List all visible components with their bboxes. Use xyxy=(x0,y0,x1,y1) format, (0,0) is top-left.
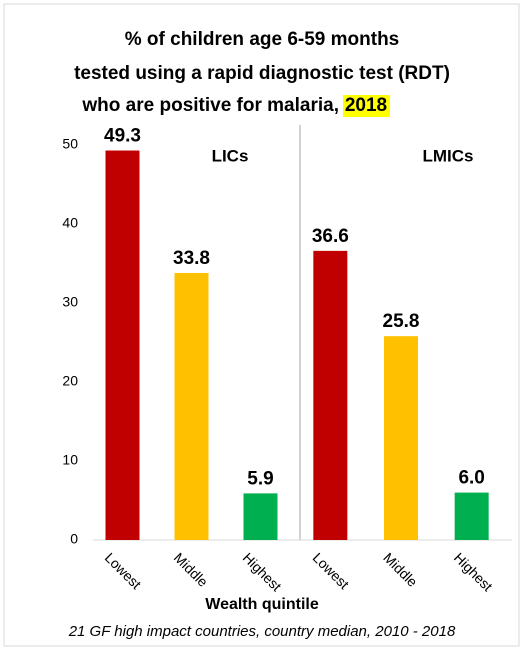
y-tick-label: 40 xyxy=(62,215,78,231)
panel-label: LICs xyxy=(212,146,249,165)
bar xyxy=(384,336,418,540)
title-line: % of children age 6-59 months xyxy=(125,29,400,50)
panel-label: LMICs xyxy=(423,146,474,165)
title-line: who are positive for malaria, xyxy=(81,95,339,116)
value-label: 33.8 xyxy=(173,248,210,269)
value-label: 49.3 xyxy=(104,126,141,147)
bar xyxy=(243,493,278,540)
highlight xyxy=(343,95,390,117)
y-tick-label: 30 xyxy=(62,294,78,310)
y-tick-label: 20 xyxy=(62,373,78,389)
bar xyxy=(174,272,209,540)
x-axis-title: Wealth quintile xyxy=(205,596,319,613)
bar xyxy=(313,250,348,541)
title-line: tested using a rapid diagnostic test (RD… xyxy=(74,63,450,84)
value-label: 6.0 xyxy=(458,468,484,489)
y-tick-label: 0 xyxy=(70,531,78,547)
title-highlight: 2018 xyxy=(345,95,387,116)
bar xyxy=(105,150,140,540)
bar xyxy=(454,492,489,540)
y-tick-label: 10 xyxy=(62,452,78,468)
y-tick-label: 50 xyxy=(62,136,78,152)
value-label: 25.8 xyxy=(383,311,420,332)
value-label: 36.6 xyxy=(312,226,349,247)
footnote: 21 GF high impact countries, country med… xyxy=(68,623,456,640)
value-label: 5.9 xyxy=(247,468,273,489)
